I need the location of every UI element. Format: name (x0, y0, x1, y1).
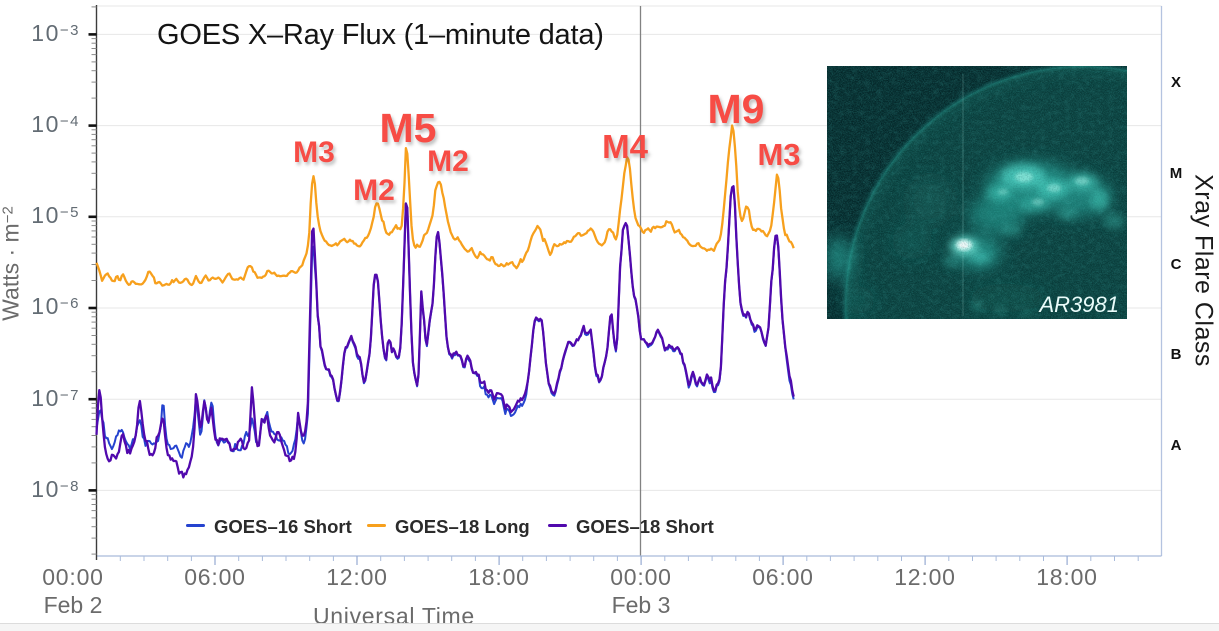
svg-text:AR3981: AR3981 (1037, 292, 1119, 317)
